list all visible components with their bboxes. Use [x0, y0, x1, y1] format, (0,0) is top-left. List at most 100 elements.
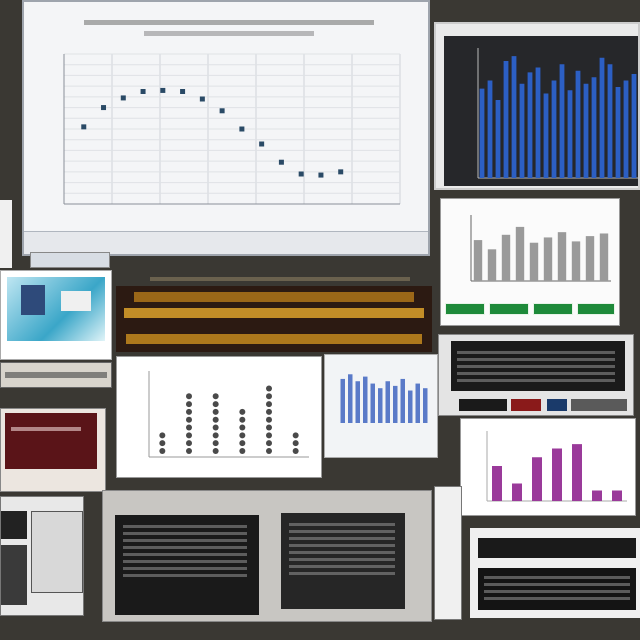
scatter-point [120, 95, 126, 101]
bar [527, 72, 533, 178]
scatter-point [199, 96, 205, 102]
bar [575, 70, 581, 178]
bar [559, 64, 565, 178]
bar [348, 374, 353, 423]
dot-point [186, 424, 192, 431]
dot-point [212, 408, 219, 415]
blue-bar-chart [444, 36, 638, 186]
scatter-point [140, 89, 146, 94]
dot-point [266, 401, 272, 408]
bar [552, 448, 562, 501]
bar [551, 80, 557, 178]
dot-point [212, 416, 219, 423]
bar [515, 226, 525, 281]
scatter-chart-panel [22, 0, 430, 256]
bar [503, 61, 509, 178]
scatter-chart-header [64, 16, 394, 46]
bar [479, 88, 485, 178]
bar [607, 64, 613, 178]
left-strip [0, 200, 12, 268]
scatter-point [338, 169, 344, 175]
dot-point [266, 424, 272, 431]
dot-point [266, 432, 272, 439]
bar [599, 57, 605, 178]
bar [363, 376, 368, 423]
green-button-4[interactable] [577, 303, 615, 315]
scatter-point [298, 171, 304, 177]
purple-bar-chart-panel [460, 418, 636, 516]
dot-point [266, 440, 272, 447]
green-button-1[interactable] [445, 303, 485, 315]
banner-caption [150, 274, 410, 284]
bar [591, 77, 597, 178]
bar [378, 388, 383, 423]
dot-point [186, 416, 192, 423]
bar [571, 241, 581, 281]
bar [512, 483, 522, 501]
dot-point [239, 408, 246, 415]
scatter-point [219, 108, 225, 114]
bar [532, 457, 542, 501]
dot-chart-panel [116, 356, 322, 478]
bar [572, 444, 582, 501]
bar [495, 100, 501, 178]
scatter-point [259, 141, 265, 147]
scatter-point [101, 105, 107, 111]
dot-point [239, 424, 246, 431]
scatter-footer [24, 231, 428, 254]
dot-point [266, 393, 272, 400]
dot-point [239, 416, 246, 423]
dot-point [212, 424, 219, 431]
dot-point [186, 408, 192, 415]
gray-bar-chart [470, 215, 611, 282]
bar [583, 83, 589, 178]
small-blue-bar-panel [324, 354, 438, 458]
dot-point [159, 432, 166, 439]
bar [423, 388, 428, 423]
bar [487, 249, 497, 281]
dot-point [186, 440, 192, 447]
bar [415, 383, 420, 423]
photo-tile [0, 270, 112, 360]
dot-point [186, 393, 192, 400]
bar [557, 232, 567, 281]
bar [615, 87, 621, 178]
scatter-point [180, 89, 186, 94]
bar [393, 385, 398, 423]
bar [567, 90, 573, 178]
dot-point [159, 448, 166, 454]
bottom-left-tile [0, 496, 84, 616]
bar [511, 56, 517, 178]
dot-point [186, 448, 192, 454]
bar [529, 242, 539, 281]
dot-point [186, 432, 192, 439]
bar [543, 93, 549, 178]
green-button-3[interactable] [533, 303, 573, 315]
dot-point [266, 385, 272, 392]
dot-point [212, 440, 219, 447]
dot-point [212, 393, 219, 400]
bar [519, 83, 525, 178]
scatter-point [160, 87, 166, 93]
bar [543, 237, 553, 281]
green-button-2[interactable] [489, 303, 529, 315]
scatter-point [81, 124, 87, 130]
bottom-mid-tile [434, 486, 462, 620]
bar [592, 490, 602, 501]
blue-bar-chart-panel [434, 22, 640, 190]
dot-point [212, 432, 219, 439]
left-label-strip [0, 362, 112, 388]
bar [535, 67, 541, 178]
bottom-right-panel [470, 528, 640, 618]
dot-point [266, 416, 272, 423]
bar [473, 240, 483, 281]
purple-bar-chart [486, 431, 627, 502]
dot-point [212, 401, 219, 408]
scatter-point [318, 172, 324, 178]
dot-point [239, 440, 246, 447]
small-blue-bar-chart [340, 374, 428, 423]
scatter-point [278, 159, 284, 165]
bar [612, 490, 622, 501]
dot-point [292, 432, 299, 439]
bar [599, 233, 609, 281]
